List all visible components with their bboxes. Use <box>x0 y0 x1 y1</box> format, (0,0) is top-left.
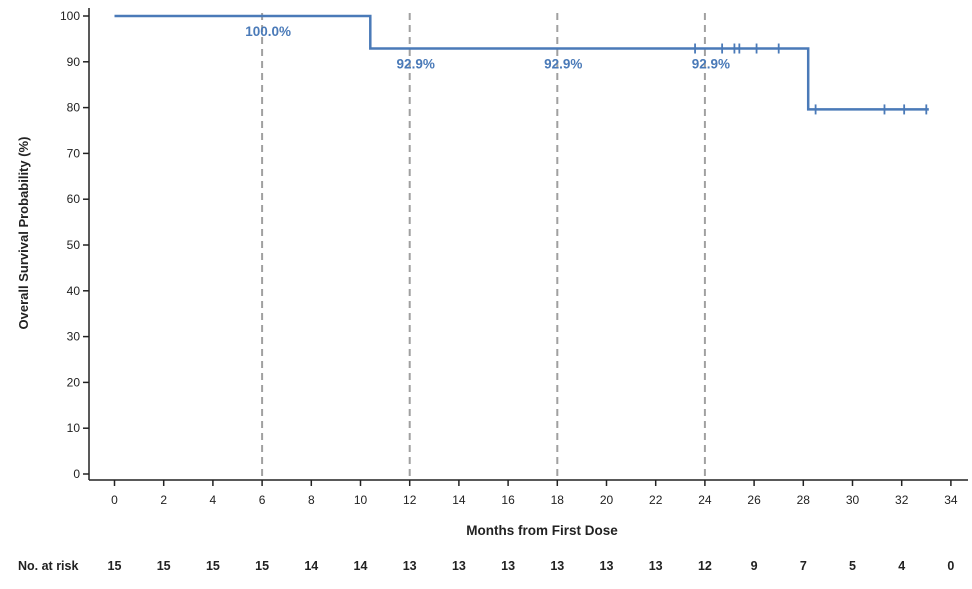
y-tick-label: 50 <box>67 238 81 252</box>
percent-annotation: 100.0% <box>245 24 291 39</box>
at-risk-value: 14 <box>354 559 368 573</box>
y-tick-label: 100 <box>60 9 80 23</box>
at-risk-value: 14 <box>304 559 318 573</box>
x-tick-label: 4 <box>210 493 217 507</box>
x-tick-label: 12 <box>403 493 417 507</box>
x-tick-label: 10 <box>354 493 368 507</box>
survival-curve <box>114 14 929 115</box>
y-tick-label: 70 <box>67 146 81 160</box>
at-risk-value: 15 <box>108 559 122 573</box>
x-tick-label: 22 <box>649 493 663 507</box>
y-tick-label: 90 <box>67 55 81 69</box>
at-risk-label: No. at risk <box>18 559 78 573</box>
at-risk-row: 15 15 15 15 14 14 13 13 13 13 13 13 12 9 7 5 4 0 <box>108 559 955 573</box>
x-tick-label: 34 <box>944 493 958 507</box>
percent-annotation: 92.9% <box>397 57 435 72</box>
y-tick-label: 60 <box>67 192 81 206</box>
x-tick-label: 24 <box>698 493 712 507</box>
y-axis-label: Overall Survival Probability (%) <box>16 137 31 330</box>
y-tick-label: 40 <box>67 284 81 298</box>
y-tick-label: 10 <box>67 421 81 435</box>
x-tick-label: 2 <box>160 493 167 507</box>
x-tick-label: 26 <box>747 493 761 507</box>
x-tick-label: 18 <box>551 493 565 507</box>
at-risk-value: 7 <box>800 559 807 573</box>
y-tick-label: 80 <box>67 101 81 115</box>
x-tick-label: 14 <box>452 493 466 507</box>
at-risk-value: 12 <box>698 559 712 573</box>
survival-step-line <box>114 14 929 111</box>
at-risk-value: 13 <box>600 559 614 573</box>
at-risk-value: 13 <box>501 559 515 573</box>
x-tick-label: 30 <box>846 493 860 507</box>
percent-annotation: 92.9% <box>544 57 582 72</box>
x-tick-label: 20 <box>600 493 614 507</box>
at-risk-value: 13 <box>403 559 417 573</box>
at-risk-value: 15 <box>157 559 171 573</box>
at-risk-value: 4 <box>898 559 905 573</box>
y-tick-label: 20 <box>67 375 81 389</box>
at-risk-value: 13 <box>452 559 466 573</box>
annotations: 100.0% 92.9% 92.9% 92.9% <box>245 24 730 72</box>
y-tick-label: 30 <box>67 330 81 344</box>
percent-annotation: 92.9% <box>692 57 730 72</box>
x-tick-label: 0 <box>111 493 118 507</box>
x-tick-label: 28 <box>797 493 811 507</box>
at-risk-value: 0 <box>947 559 954 573</box>
x-tick-label: 16 <box>501 493 515 507</box>
x-axis-label: Months from First Dose <box>466 523 618 538</box>
x-tick-label: 8 <box>308 493 315 507</box>
at-risk-value: 15 <box>206 559 220 573</box>
reference-lines <box>261 13 706 480</box>
at-risk-value: 9 <box>751 559 758 573</box>
at-risk-value: 5 <box>849 559 856 573</box>
y-tick-label: 0 <box>73 467 80 481</box>
at-risk-value: 15 <box>255 559 269 573</box>
at-risk-value: 13 <box>550 559 564 573</box>
x-tick-label: 6 <box>259 493 266 507</box>
at-risk-value: 13 <box>649 559 663 573</box>
x-tick-label: 32 <box>895 493 909 507</box>
